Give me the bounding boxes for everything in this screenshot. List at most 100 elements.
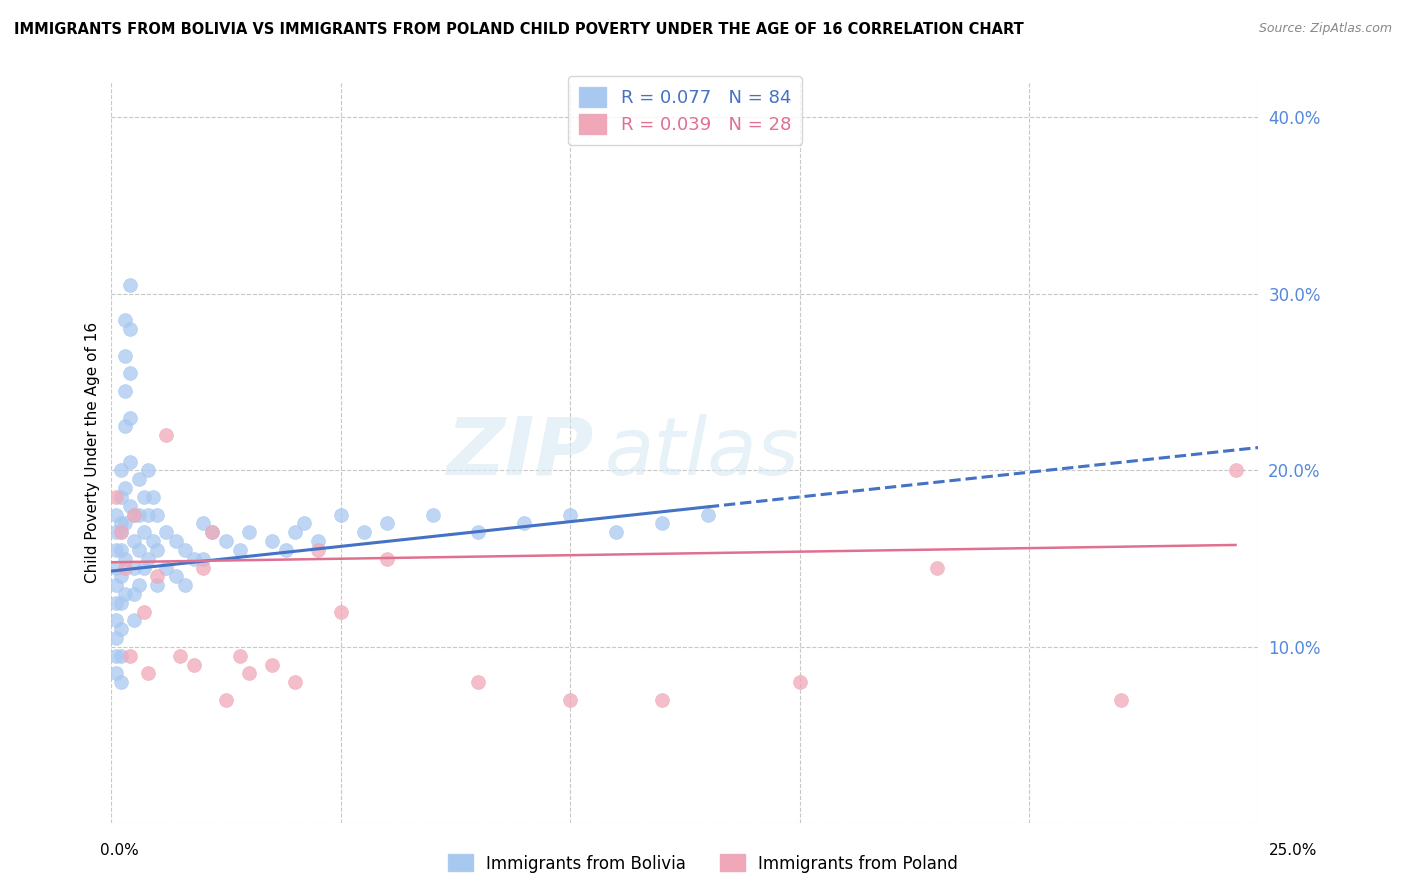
Point bbox=[105, 596, 128, 610]
Point bbox=[307, 534, 329, 549]
Point bbox=[353, 525, 375, 540]
Point bbox=[136, 551, 159, 566]
Point bbox=[132, 605, 155, 619]
Point bbox=[165, 534, 187, 549]
Point bbox=[329, 508, 352, 522]
Point bbox=[193, 560, 215, 574]
Point bbox=[467, 525, 489, 540]
Point bbox=[169, 648, 191, 663]
Point bbox=[307, 542, 329, 557]
Point bbox=[128, 578, 150, 592]
Point bbox=[165, 569, 187, 583]
Text: 0.0%: 0.0% bbox=[100, 843, 139, 858]
Point bbox=[114, 349, 136, 363]
Point bbox=[110, 596, 132, 610]
Point bbox=[467, 675, 489, 690]
Point bbox=[229, 648, 252, 663]
Point bbox=[114, 560, 136, 574]
Point bbox=[118, 499, 141, 513]
Point bbox=[142, 534, 165, 549]
Point bbox=[238, 666, 260, 681]
Point bbox=[274, 542, 297, 557]
Point bbox=[110, 569, 132, 583]
Point bbox=[124, 614, 146, 628]
Point bbox=[260, 534, 283, 549]
Text: 25.0%: 25.0% bbox=[1270, 843, 1317, 858]
Point bbox=[118, 278, 141, 293]
Point bbox=[146, 508, 169, 522]
Point bbox=[105, 490, 128, 504]
Point bbox=[124, 560, 146, 574]
Point bbox=[114, 419, 136, 434]
Point bbox=[1225, 463, 1247, 477]
Point bbox=[155, 525, 177, 540]
Point bbox=[651, 693, 673, 707]
Point bbox=[128, 542, 150, 557]
Point bbox=[110, 516, 132, 531]
Point bbox=[927, 560, 949, 574]
Point bbox=[110, 525, 132, 540]
Point bbox=[114, 481, 136, 495]
Point bbox=[422, 508, 444, 522]
Point bbox=[105, 560, 128, 574]
Point bbox=[183, 657, 205, 672]
Point bbox=[105, 578, 128, 592]
Point bbox=[118, 367, 141, 381]
Point bbox=[183, 551, 205, 566]
Point bbox=[142, 490, 165, 504]
Point bbox=[124, 534, 146, 549]
Point bbox=[789, 675, 811, 690]
Point bbox=[605, 525, 627, 540]
Point bbox=[105, 666, 128, 681]
Point bbox=[513, 516, 536, 531]
Point bbox=[110, 675, 132, 690]
Point bbox=[110, 490, 132, 504]
Point bbox=[215, 534, 238, 549]
Point bbox=[173, 578, 195, 592]
Point bbox=[105, 508, 128, 522]
Point bbox=[110, 463, 132, 477]
Point bbox=[114, 516, 136, 531]
Point bbox=[132, 490, 155, 504]
Text: IMMIGRANTS FROM BOLIVIA VS IMMIGRANTS FROM POLAND CHILD POVERTY UNDER THE AGE OF: IMMIGRANTS FROM BOLIVIA VS IMMIGRANTS FR… bbox=[14, 22, 1024, 37]
Point bbox=[1109, 693, 1132, 707]
Point bbox=[118, 410, 141, 425]
Point bbox=[292, 516, 315, 531]
Point bbox=[193, 516, 215, 531]
Point bbox=[284, 675, 307, 690]
Point bbox=[146, 578, 169, 592]
Point bbox=[105, 631, 128, 645]
Text: ZIP: ZIP bbox=[446, 414, 593, 491]
Point bbox=[146, 542, 169, 557]
Point bbox=[136, 508, 159, 522]
Point bbox=[201, 525, 224, 540]
Point bbox=[110, 542, 132, 557]
Point bbox=[560, 508, 582, 522]
Point bbox=[124, 508, 146, 522]
Point bbox=[238, 525, 260, 540]
Point bbox=[215, 693, 238, 707]
Point bbox=[329, 605, 352, 619]
Point bbox=[193, 551, 215, 566]
Point bbox=[105, 525, 128, 540]
Point bbox=[173, 542, 195, 557]
Point bbox=[651, 516, 673, 531]
Point bbox=[132, 525, 155, 540]
Point bbox=[105, 614, 128, 628]
Text: Source: ZipAtlas.com: Source: ZipAtlas.com bbox=[1258, 22, 1392, 36]
Point bbox=[696, 508, 718, 522]
Point bbox=[118, 455, 141, 469]
Legend: Immigrants from Bolivia, Immigrants from Poland: Immigrants from Bolivia, Immigrants from… bbox=[441, 847, 965, 880]
Point bbox=[201, 525, 224, 540]
Legend: R = 0.077   N = 84, R = 0.039   N = 28: R = 0.077 N = 84, R = 0.039 N = 28 bbox=[568, 77, 801, 145]
Point bbox=[114, 313, 136, 327]
Text: atlas: atlas bbox=[605, 414, 800, 491]
Point bbox=[105, 648, 128, 663]
Point bbox=[132, 560, 155, 574]
Point bbox=[136, 463, 159, 477]
Point bbox=[146, 569, 169, 583]
Point bbox=[375, 516, 398, 531]
Point bbox=[114, 587, 136, 601]
Point bbox=[118, 648, 141, 663]
Point bbox=[375, 551, 398, 566]
